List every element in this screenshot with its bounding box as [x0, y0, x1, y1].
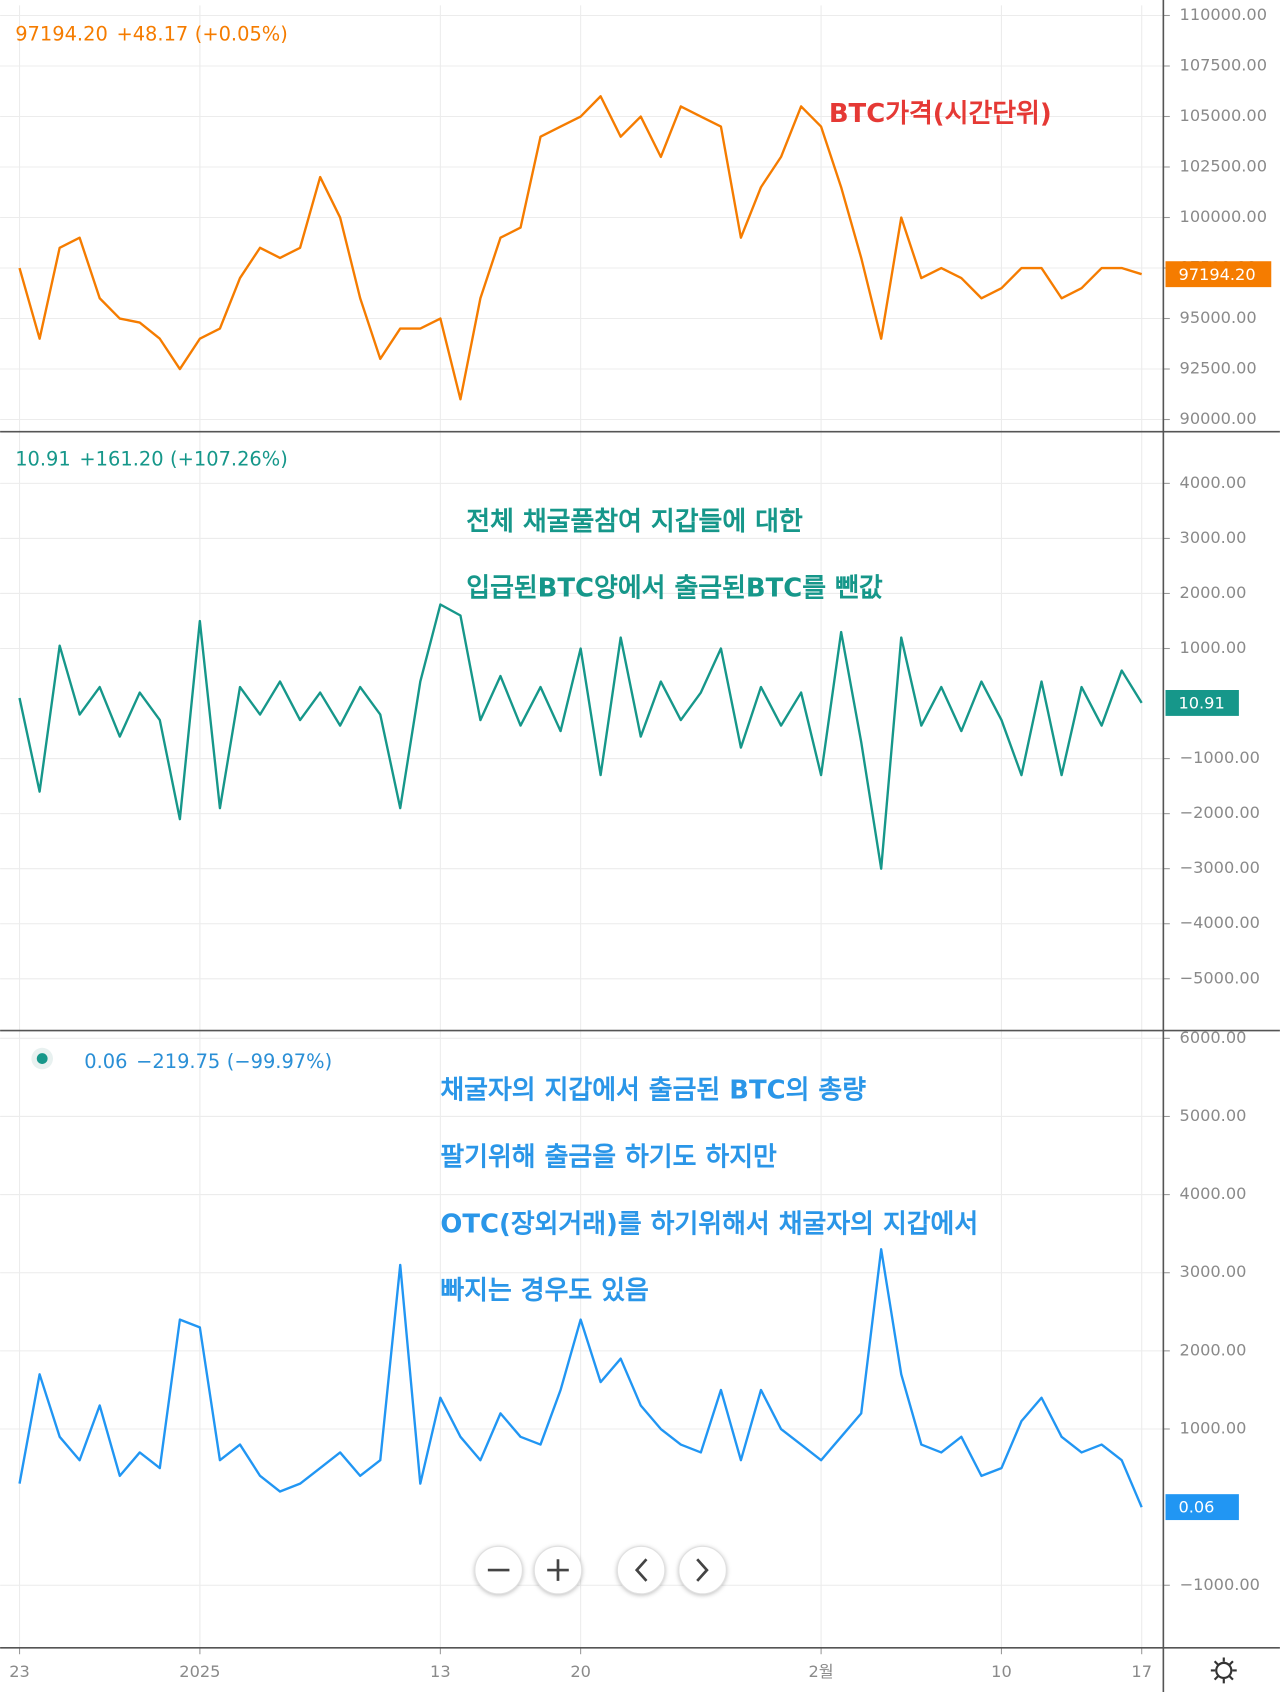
- data-line: [18, 1248, 1143, 1508]
- last-value-label: 10.91: [1178, 694, 1224, 713]
- y-tick-label: 110000.00: [1180, 5, 1267, 24]
- last-value-tag: [1165, 690, 1239, 716]
- annotation: 전체 채굴풀참여 지갑들에 대한: [466, 507, 803, 537]
- y-tick-label: 4000.00: [1180, 1184, 1247, 1203]
- header-change: +161.20: [79, 447, 163, 470]
- header-change: +48.17: [116, 22, 188, 45]
- settings-icon-rays: [1210, 1657, 1237, 1684]
- header-change: −219.75: [136, 1049, 220, 1072]
- pane-header: 0.06 −219.75 (−99.97%): [84, 1049, 332, 1072]
- y-tick-label: 95000.00: [1180, 308, 1257, 327]
- y-tick-label: 92500.00: [1180, 359, 1257, 378]
- y-tick-label: −4000.00: [1180, 913, 1260, 932]
- y-tick-label: −1000.00: [1180, 748, 1260, 767]
- y-tick-label: 2000.00: [1180, 583, 1247, 602]
- marks: 97194.20 BTC가격(시간단위) 10.91 전체 채굴풀참여 지갑들에 대한…: [18, 95, 1272, 1521]
- y-tick-label: 90000.00: [1180, 409, 1257, 428]
- annotation: OTC(장외거래)를 하기위해서 채굴자의 지갑에서: [440, 1209, 978, 1239]
- scroll-right-icon: [696, 1558, 709, 1582]
- y-tick-label: −3000.00: [1180, 858, 1260, 877]
- x-tick-label: 2025: [179, 1662, 220, 1681]
- x-tick-label: 10: [991, 1662, 1012, 1681]
- y-tick-label: 100000.00: [1180, 207, 1267, 226]
- data-line: [18, 603, 1143, 870]
- y-tick-label: 3000.00: [1180, 528, 1247, 547]
- settings-button[interactable]: [1210, 1657, 1237, 1684]
- y-tick-label: 4000.00: [1180, 473, 1247, 492]
- scroll-left-icon: [634, 1558, 648, 1582]
- last-value-tag: [1165, 1494, 1239, 1521]
- annotation: BTC가격(시간단위): [829, 99, 1052, 129]
- y-tick-label: 107500.00: [1180, 55, 1267, 74]
- x-tick-label: 13: [430, 1662, 451, 1681]
- last-value-label: 97194.20: [1178, 265, 1255, 284]
- header-percent: (+0.05%): [195, 22, 288, 45]
- pane-header: 97194.20 +48.17 (+0.05%): [15, 22, 288, 45]
- grid: 90000.0092500.0095000.0097500.00100000.0…: [0, 5, 1267, 1681]
- last-value-label: 0.06: [1178, 1498, 1214, 1517]
- scroll-right-button[interactable]: [678, 1545, 727, 1595]
- y-tick-label: 2000.00: [1180, 1340, 1247, 1359]
- y-tick-label: 1000.00: [1180, 638, 1247, 657]
- y-tick-label: 6000.00: [1180, 1028, 1247, 1047]
- annotation: 채굴자의 지갑에서 출금된 BTC의 총량: [440, 1075, 866, 1105]
- x-tick-label: 2월: [809, 1662, 834, 1681]
- header-value: 0.06: [84, 1049, 127, 1072]
- data-line: [18, 95, 1143, 401]
- x-tick-label: 20: [570, 1662, 591, 1681]
- annotation: 팔기위해 출금을 하기도 하지만: [440, 1142, 777, 1172]
- y-tick-label: 5000.00: [1180, 1106, 1247, 1125]
- header-percent: (+107.26%): [170, 447, 288, 470]
- last-value-tag: [1165, 261, 1272, 288]
- y-tick-label: −2000.00: [1180, 803, 1260, 822]
- y-tick-label: 3000.00: [1180, 1262, 1247, 1281]
- settings-icon: [1215, 1661, 1233, 1680]
- zoom-controls: [474, 1545, 727, 1595]
- pane-header: 10.91 +161.20 (+107.26%): [15, 447, 288, 470]
- y-tick-label: −1000.00: [1180, 1575, 1260, 1594]
- visibility-dot: [36, 1053, 48, 1064]
- annotation: 입급된BTC양에서 출금된BTC를 뺀값: [466, 574, 883, 604]
- x-tick-label: 17: [1131, 1662, 1152, 1681]
- y-tick-label: 105000.00: [1180, 106, 1267, 125]
- y-tick-label: 1000.00: [1180, 1418, 1247, 1437]
- scroll-left-button[interactable]: [616, 1545, 666, 1595]
- y-tick-label: 102500.00: [1180, 157, 1267, 176]
- header-value: 97194.20: [15, 22, 108, 45]
- annotation: 빠지는 경우도 있음: [440, 1276, 648, 1306]
- y-tick-label: −5000.00: [1180, 968, 1260, 987]
- zoom-in-icon: [547, 1559, 569, 1581]
- x-tick-label: 23: [9, 1662, 30, 1681]
- header-value: 10.91: [15, 447, 71, 470]
- header-percent: (−99.97%): [227, 1049, 332, 1072]
